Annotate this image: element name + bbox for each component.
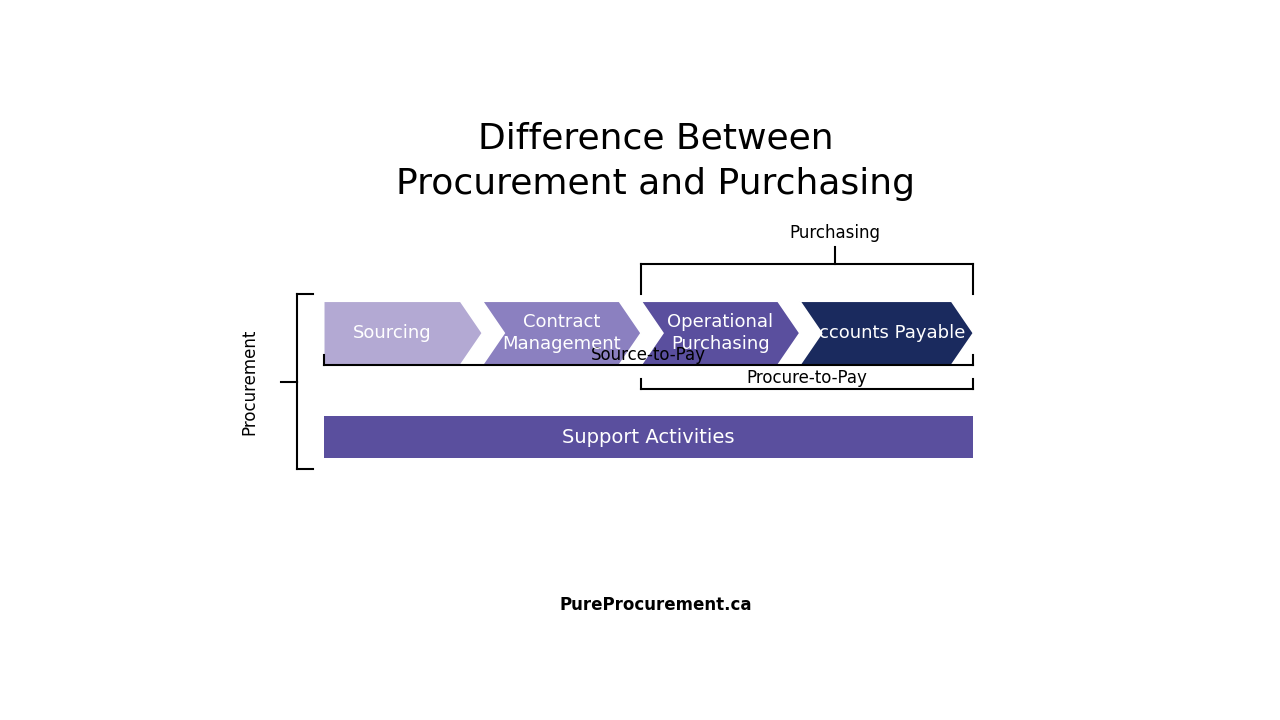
Text: Support Activities: Support Activities [562, 428, 735, 446]
Text: Sourcing: Sourcing [353, 324, 431, 342]
Text: Source-to-Pay: Source-to-Pay [591, 346, 707, 364]
Text: Operational
Purchasing: Operational Purchasing [667, 313, 773, 354]
Polygon shape [641, 301, 800, 365]
Polygon shape [324, 301, 483, 365]
Text: Difference Between
Procurement and Purchasing: Difference Between Procurement and Purch… [397, 122, 915, 201]
Text: Purchasing: Purchasing [788, 225, 881, 243]
Polygon shape [800, 301, 974, 365]
FancyBboxPatch shape [324, 416, 974, 458]
Text: Procure-to-Pay: Procure-to-Pay [746, 369, 868, 387]
Text: Procurement: Procurement [241, 328, 259, 435]
Text: PureProcurement.ca: PureProcurement.ca [559, 595, 753, 613]
Text: Contract
Management: Contract Management [503, 313, 621, 354]
Polygon shape [483, 301, 641, 365]
Text: Accounts Payable: Accounts Payable [808, 324, 966, 342]
